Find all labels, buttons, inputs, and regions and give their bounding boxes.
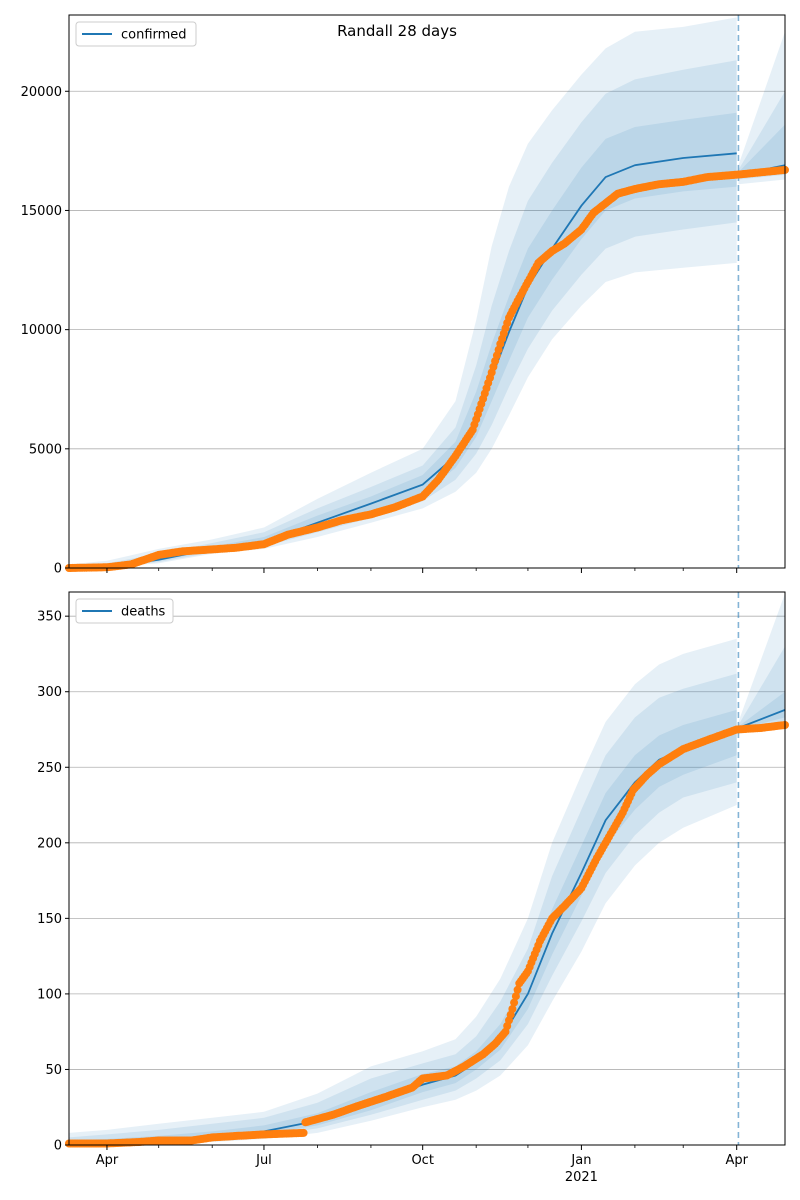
x-tick-label: Oct xyxy=(411,1153,433,1168)
confirmed-panel: 0 5000 10000 15000 20000 confirmed xyxy=(21,14,789,577)
legend-box xyxy=(75,598,174,624)
legend-label-confirmed: confirmed xyxy=(121,28,187,43)
band-95 xyxy=(69,638,737,1145)
y-tick-label: 5000 xyxy=(29,442,62,457)
y-tick-label: 0 xyxy=(54,1139,62,1154)
band-80 xyxy=(69,60,737,569)
x-tick-label: Jan xyxy=(570,1153,591,1168)
confirmed-uncertainty-bands xyxy=(69,17,785,569)
band-80 xyxy=(738,91,785,180)
y-tick-label: 10000 xyxy=(21,323,62,338)
x-tick-label: Jul xyxy=(255,1153,272,1168)
x-tick-label: Apr xyxy=(96,1153,119,1168)
y-tick-label: 250 xyxy=(37,761,62,776)
x-tick-label: Apr xyxy=(725,1153,748,1168)
y-tick-label: 100 xyxy=(37,987,62,1002)
x-tick-sublabel: 2021 xyxy=(565,1170,598,1185)
confirmed-observed-points xyxy=(65,165,789,572)
legend-box xyxy=(75,21,197,47)
deaths-axes-frame xyxy=(68,591,786,1146)
confirmed-legend: confirmed xyxy=(75,21,197,47)
band-95 xyxy=(69,17,737,568)
y-tick-label: 15000 xyxy=(21,204,62,219)
observed-point xyxy=(510,998,519,1007)
deaths-observed-points xyxy=(65,721,789,1148)
confirmed-gridlines xyxy=(69,90,785,450)
y-tick-label: 20000 xyxy=(21,85,62,100)
confirmed-y-axis: 0 5000 10000 15000 20000 xyxy=(21,85,69,577)
band-50 xyxy=(738,691,785,730)
band-95 xyxy=(738,31,785,185)
y-tick-label: 50 xyxy=(45,1063,62,1078)
band-80 xyxy=(69,673,737,1145)
chart-title: Randall 28 days xyxy=(337,22,457,40)
confirmed-x-axis xyxy=(106,568,738,573)
y-tick-label: 300 xyxy=(37,685,62,700)
deaths-y-axis: 0 50 100 150 200 250 300 350 xyxy=(37,610,69,1154)
deaths-gridlines xyxy=(69,615,785,1070)
deaths-uncertainty-bands xyxy=(69,593,785,1145)
band-95 xyxy=(738,593,785,734)
deaths-x-axis: Apr Jul Oct Jan 2021 Apr xyxy=(96,1145,749,1185)
y-tick-label: 0 xyxy=(54,562,62,577)
observed-point xyxy=(511,992,520,1001)
deaths-legend: deaths xyxy=(75,598,174,624)
y-tick-label: 350 xyxy=(37,610,62,625)
observed-point xyxy=(513,985,522,994)
band-50 xyxy=(69,112,737,568)
y-tick-label: 150 xyxy=(37,912,62,927)
y-tick-label: 200 xyxy=(37,836,62,851)
band-50 xyxy=(738,124,785,178)
legend-label-deaths: deaths xyxy=(121,605,166,620)
band-80 xyxy=(738,646,785,731)
observed-point xyxy=(299,1128,308,1137)
confirmed-axes-frame xyxy=(68,14,786,569)
observed-point xyxy=(508,1005,517,1013)
